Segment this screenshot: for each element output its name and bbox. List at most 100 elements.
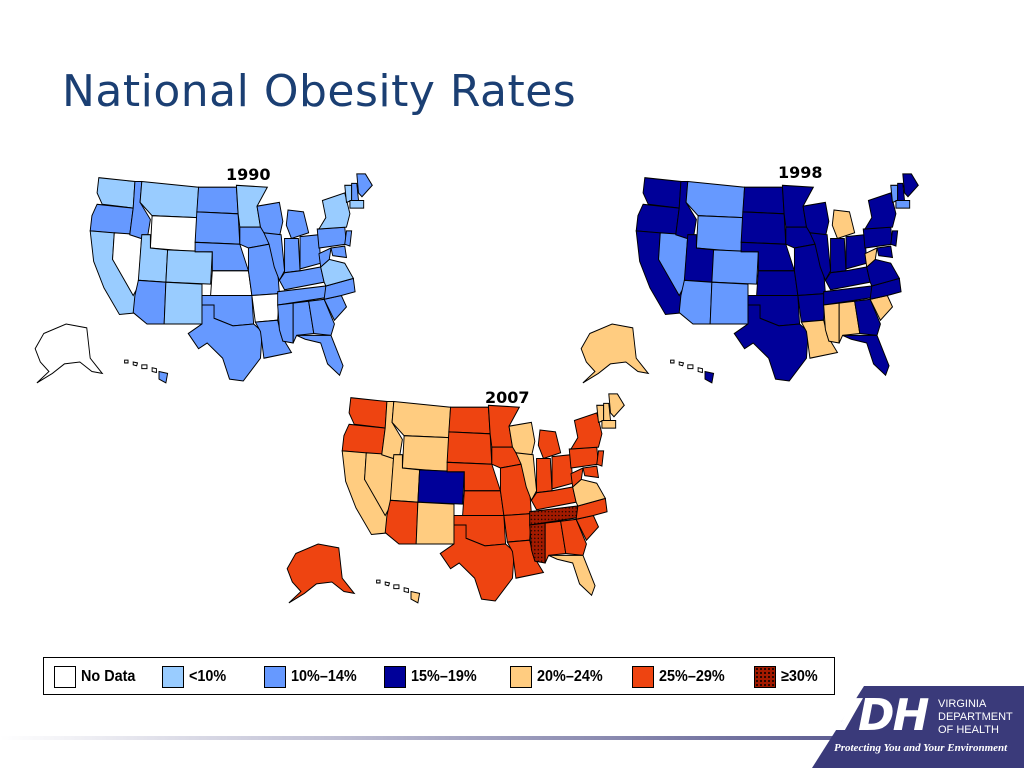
state-wa <box>96 177 136 209</box>
state-oh <box>845 234 868 270</box>
state-nd <box>742 186 785 215</box>
state-hi-island <box>678 361 685 367</box>
state-wv <box>864 247 878 268</box>
state-co <box>711 249 759 285</box>
state-ny <box>318 192 351 230</box>
state-in <box>536 457 553 494</box>
state-ny <box>864 192 897 230</box>
map-year-label: 1998 <box>778 163 823 182</box>
state-me <box>608 393 625 418</box>
logo-org-line: OF HEALTH <box>938 724 999 736</box>
legend: No Data <10% 10%–14% 15%–19% 20%–24% 25%… <box>43 657 835 695</box>
legend-label: 15%–19% <box>411 668 477 685</box>
state-ar <box>797 293 826 323</box>
state-la <box>800 319 839 359</box>
state-wv <box>318 247 332 268</box>
state-ga <box>308 298 335 336</box>
legend-swatch <box>264 666 286 688</box>
state-nj <box>344 230 353 247</box>
state-wv <box>570 467 584 488</box>
state-az <box>132 279 167 325</box>
logo-mark: VDH <box>826 690 929 741</box>
legend-swatch <box>162 666 184 688</box>
state-tx <box>439 524 515 602</box>
logo-org-line: VIRGINIA <box>938 698 987 710</box>
state-fl <box>296 334 344 377</box>
state-hi-island <box>384 581 391 587</box>
state-nd <box>448 406 491 435</box>
state-vt <box>596 404 605 424</box>
state-mi <box>831 209 856 240</box>
state-nm <box>163 281 203 325</box>
state-ar <box>251 293 280 323</box>
us-map-2007 <box>286 393 625 604</box>
state-az <box>678 279 713 325</box>
legend-swatch <box>54 666 76 688</box>
state-ak <box>286 543 356 604</box>
legend-label: <10% <box>189 668 227 685</box>
state-ks <box>210 270 253 297</box>
legend-swatch <box>510 666 532 688</box>
state-mt <box>685 180 746 219</box>
state-tx <box>733 304 809 382</box>
state-sd <box>446 431 493 465</box>
state-hi-island <box>158 370 169 384</box>
map-year-label: 2007 <box>485 388 530 407</box>
state-ms <box>823 302 840 344</box>
state-ny <box>570 412 603 450</box>
vdh-logo: VDH VIRGINIA DEPARTMENT OF HEALTH Protec… <box>812 686 1024 768</box>
state-ak <box>34 323 104 384</box>
state-nd <box>196 186 239 215</box>
state-hi-island <box>697 367 703 374</box>
state-nm <box>709 281 749 325</box>
state-mi <box>537 429 562 460</box>
state-hi-island <box>410 590 421 604</box>
slide-title: National Obesity Rates <box>62 66 577 117</box>
state-wa <box>348 397 388 429</box>
state-or <box>635 203 680 236</box>
state-ma <box>601 419 617 429</box>
state-ms <box>529 522 546 564</box>
state-ga <box>560 518 587 556</box>
state-nj <box>890 230 899 247</box>
state-hi-island <box>704 370 715 384</box>
legend-swatch <box>384 666 406 688</box>
state-wy <box>401 435 450 473</box>
legend-label: 20%–24% <box>537 668 603 685</box>
state-fl <box>842 334 890 377</box>
state-co <box>165 249 213 285</box>
state-wy <box>149 215 198 253</box>
state-hi-island <box>687 364 694 370</box>
logo-org-line: DEPARTMENT <box>938 711 1013 723</box>
state-nj <box>596 450 605 467</box>
logo-org-name: VIRGINIA DEPARTMENT OF HEALTH <box>938 698 1024 737</box>
state-fl <box>548 554 596 597</box>
state-hi-island <box>141 364 148 370</box>
us-map-1990 <box>34 173 373 384</box>
state-la <box>506 539 545 579</box>
state-hi-island <box>670 359 675 364</box>
state-or <box>341 423 386 456</box>
state-mi <box>285 209 310 240</box>
state-wa <box>642 177 682 209</box>
state-me <box>902 173 919 198</box>
state-ms <box>277 302 294 344</box>
legend-label: 25%–29% <box>659 668 725 685</box>
state-hi-island <box>403 587 409 594</box>
state-hi-island <box>132 361 139 367</box>
legend-swatch <box>754 666 776 688</box>
state-hi-island <box>393 584 400 590</box>
state-md <box>876 245 894 259</box>
state-ks <box>756 270 799 297</box>
state-mt <box>139 180 200 219</box>
state-me <box>356 173 373 198</box>
state-co <box>417 469 465 505</box>
logo-background <box>812 686 1024 768</box>
legend-label: ≥30% <box>781 668 818 685</box>
state-ar <box>503 513 532 543</box>
state-ma <box>895 199 911 209</box>
state-hi-island <box>151 367 157 374</box>
state-tx <box>187 304 263 382</box>
state-pa <box>316 226 348 249</box>
state-nm <box>415 501 455 545</box>
